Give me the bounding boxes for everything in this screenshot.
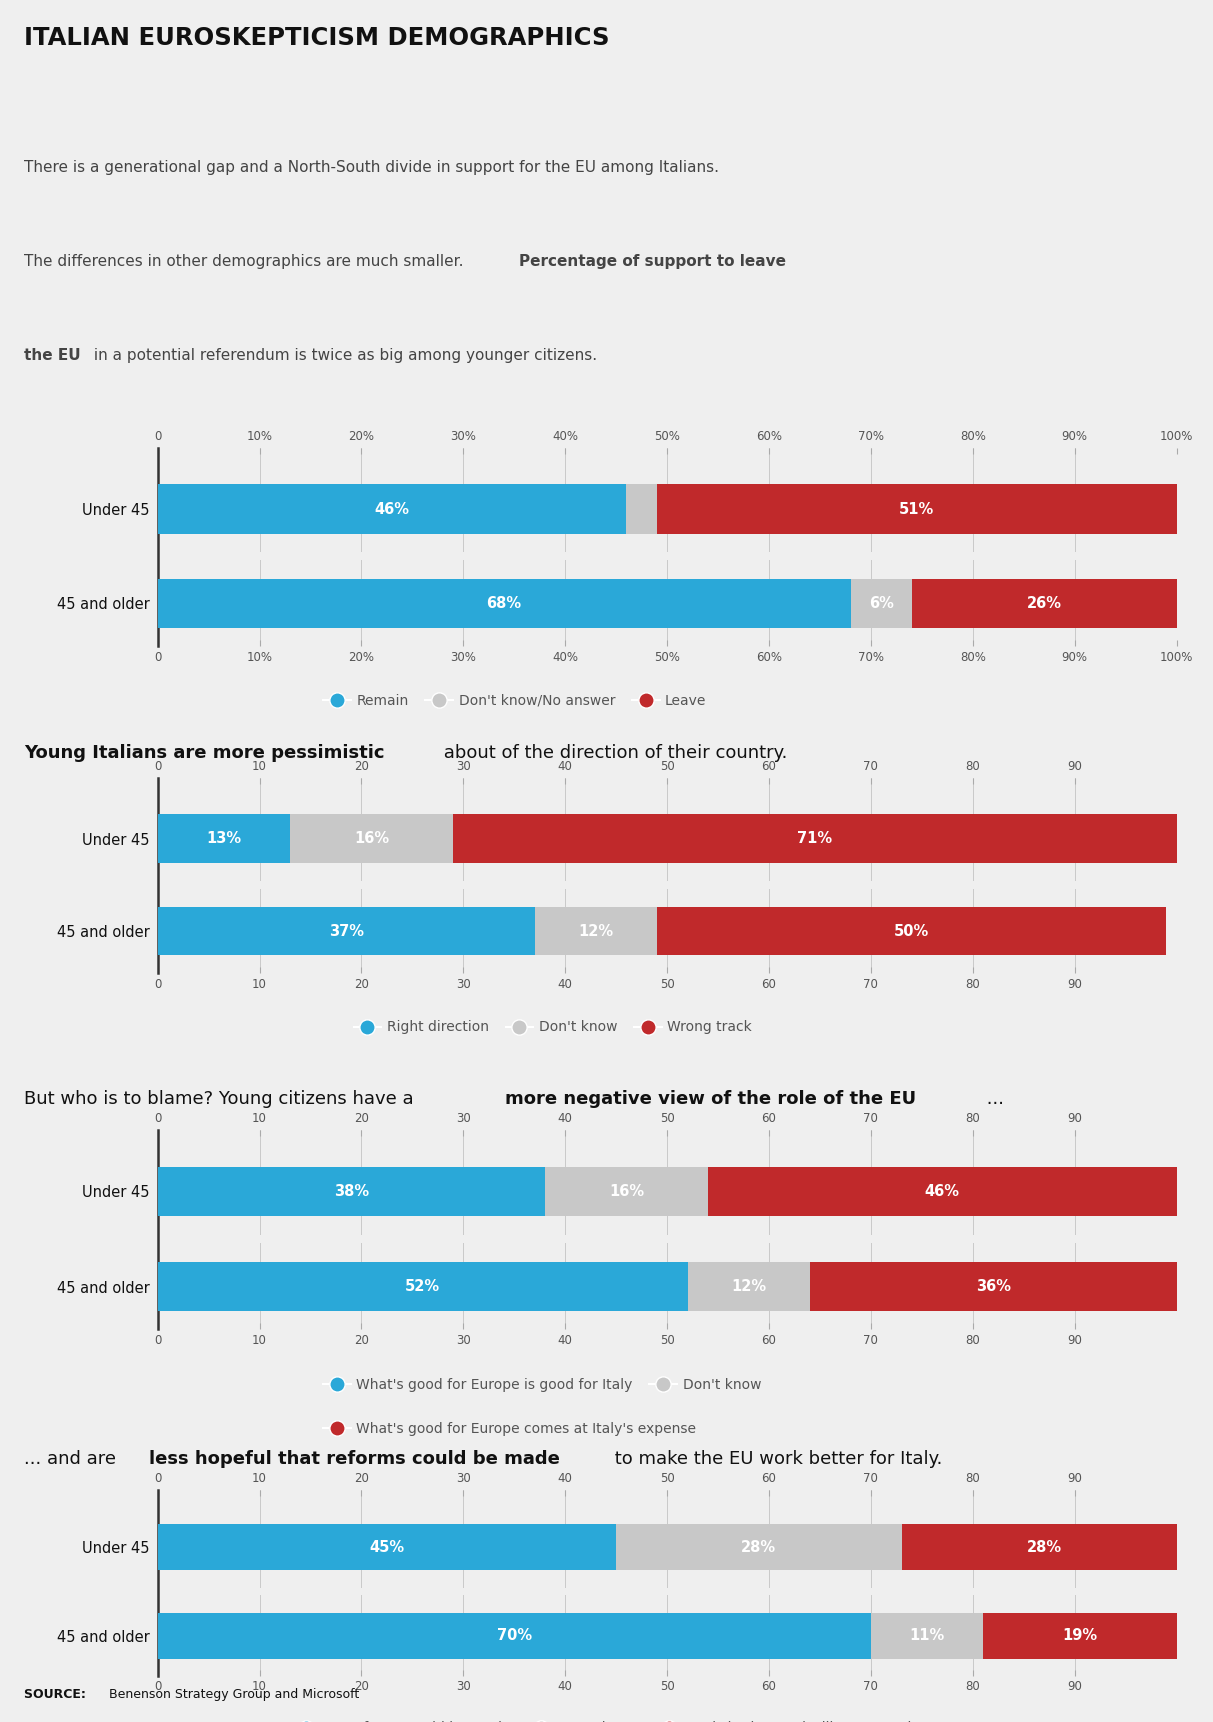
Bar [871,1612,983,1658]
Text: the EU: the EU [24,348,81,363]
Bar [535,907,657,956]
Text: 68%: 68% [486,596,522,611]
Bar [158,1168,545,1216]
Text: ...: ... [981,1090,1004,1109]
Bar [158,1588,1177,1595]
Bar [158,579,850,629]
Bar [708,1168,1177,1216]
Text: ... and are: ... and are [24,1450,123,1467]
Text: 50%: 50% [894,923,929,938]
Text: 16%: 16% [609,1185,644,1199]
Text: But who is to blame? Young citizens have a: But who is to blame? Young citizens have… [24,1090,420,1109]
Bar [158,1235,1177,1243]
Bar [158,882,1177,889]
Text: 71%: 71% [797,832,832,846]
Text: 70%: 70% [497,1629,531,1643]
Text: 28%: 28% [741,1539,776,1555]
Bar [626,484,657,534]
Text: ITALIAN EUROSKEPTICISM DEMOGRAPHICS: ITALIAN EUROSKEPTICISM DEMOGRAPHICS [24,26,610,50]
Text: Benenson Strategy Group and Microsoft: Benenson Strategy Group and Microsoft [109,1688,359,1701]
Bar [810,1262,1177,1312]
Bar [158,553,1177,560]
Text: The differences in other demographics are much smaller.: The differences in other demographics ar… [24,255,468,269]
Text: 37%: 37% [329,923,364,938]
Text: 11%: 11% [910,1629,945,1643]
Text: 51%: 51% [899,501,934,517]
Text: 26%: 26% [1026,596,1061,611]
Legend: Right direction, Don't know, Wrong track: Right direction, Don't know, Wrong track [348,1014,758,1040]
Bar [912,579,1177,629]
Text: 6%: 6% [869,596,894,611]
Text: more negative view of the role of the EU: more negative view of the role of the EU [505,1090,916,1109]
Text: 46%: 46% [375,501,410,517]
Text: 45%: 45% [370,1539,404,1555]
Bar [158,1262,688,1312]
Text: Young Italians are more pessimistic: Young Italians are more pessimistic [24,744,385,761]
Text: 46%: 46% [924,1185,959,1199]
Bar [158,484,626,534]
Text: There is a generational gap and a North-South divide in support for the EU among: There is a generational gap and a North-… [24,160,719,176]
Bar [158,815,290,863]
Bar [688,1262,810,1312]
Text: to make the EU work better for Italy.: to make the EU work better for Italy. [609,1450,943,1467]
Text: 28%: 28% [1026,1539,1061,1555]
Text: 19%: 19% [1063,1629,1098,1643]
Bar [454,815,1177,863]
Bar [657,484,1177,534]
Bar [290,815,454,863]
Text: 16%: 16% [354,832,389,846]
Bar [616,1524,901,1570]
Text: 52%: 52% [405,1279,440,1293]
Bar [545,1168,708,1216]
Text: 12%: 12% [579,923,614,938]
Text: 13%: 13% [206,832,241,846]
Text: in a potential referendum is twice as big among younger citizens.: in a potential referendum is twice as bi… [90,348,598,363]
Bar [850,579,912,629]
Legend: What's good for Europe comes at Italy's expense: What's good for Europe comes at Italy's … [318,1415,702,1441]
Bar [158,1612,871,1658]
Text: 36%: 36% [975,1279,1010,1293]
Text: about of the direction of their country.: about of the direction of their country. [438,744,787,761]
Bar [901,1524,1186,1570]
Text: less hopeful that reforms could be made: less hopeful that reforms could be made [149,1450,559,1467]
Bar [158,907,535,956]
Legend: EU reforms could be made, Don't know, EU is broken and will never work: EU reforms could be made, Don't know, EU… [287,1715,921,1722]
Legend: Remain, Don't know/No answer, Leave: Remain, Don't know/No answer, Leave [318,689,712,713]
Bar [657,907,1167,956]
Text: Percentage of support to leave: Percentage of support to leave [519,255,786,269]
Text: 38%: 38% [334,1185,369,1199]
Bar [158,1524,616,1570]
Bar [983,1612,1177,1658]
Text: SOURCE:: SOURCE: [24,1688,91,1701]
Text: 12%: 12% [731,1279,767,1293]
